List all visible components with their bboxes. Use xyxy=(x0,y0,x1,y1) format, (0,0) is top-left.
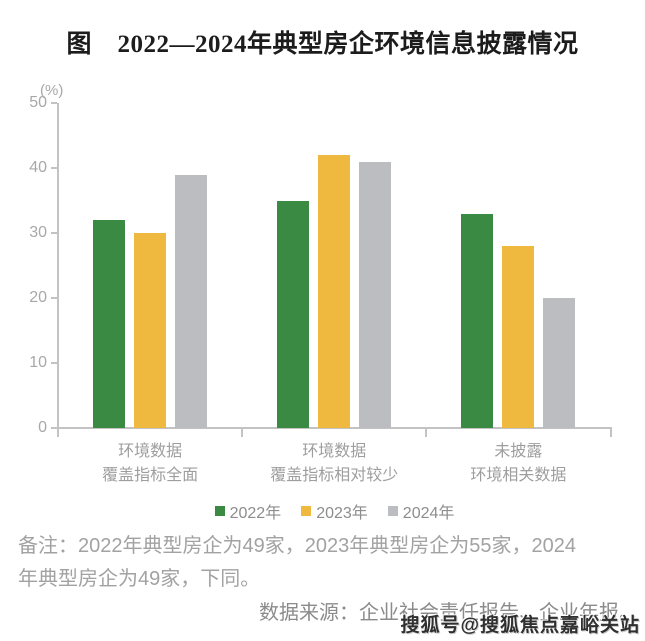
legend-label: 2022年 xyxy=(229,505,282,522)
legend-item-2022年: 2022年 xyxy=(214,499,282,523)
note-line-2: 年典型房企为49家，下同。 xyxy=(18,568,261,590)
category-label-group3: 未披露 环境相关数据 xyxy=(425,440,611,488)
legend-item-2024年: 2024年 xyxy=(387,499,455,523)
legend-swatch-icon xyxy=(301,506,312,516)
bar-2024年-group3 xyxy=(543,298,576,428)
y-axis-tick xyxy=(51,427,57,429)
category-label-group1: 环境数据覆盖指标全面 xyxy=(57,440,243,488)
y-tick-label: 50 xyxy=(29,94,47,111)
x-axis-tick xyxy=(241,429,244,437)
category-label-group2: 环境数据覆盖指标相对较少 xyxy=(241,440,427,488)
bar-2024年-group1 xyxy=(175,174,208,428)
y-tick-label: 0 xyxy=(38,419,47,436)
bar-2023年-group1 xyxy=(134,233,167,428)
bar-2022年-group3 xyxy=(461,213,494,428)
y-axis-unit-label: (%) xyxy=(40,82,64,99)
chart-title: 图 2022—2024年典型房企环境信息披露情况 xyxy=(66,31,579,58)
bar-2024年-group2 xyxy=(359,161,392,428)
y-axis-tick xyxy=(51,232,57,234)
chart-legend: 2022年 2023年 2024年 xyxy=(58,499,611,523)
x-axis-tick xyxy=(57,429,59,437)
category-label-line: 环境相关数据 xyxy=(470,467,567,484)
y-axis-tick xyxy=(51,102,57,104)
legend-item-2023年: 2023年 xyxy=(301,499,368,523)
chart-note: 备注：2022年典型房企为49家，2023年典型房企为55家，2024 年典型房… xyxy=(18,530,638,596)
note-line-1: 备注：2022年典型房企为49家，2023年典型房企为55家，2024 xyxy=(18,535,576,557)
category-label-line: 环境数据 xyxy=(302,443,367,460)
y-tick-label: 40 xyxy=(29,159,47,176)
bar-2022年-group1 xyxy=(93,220,126,428)
category-label-line: 覆盖指标全面 xyxy=(102,467,199,484)
legend-label: 2024年 xyxy=(402,505,455,522)
y-tick-label: 10 xyxy=(29,354,47,371)
legend-swatch-icon xyxy=(387,506,398,516)
data-source-label: 数据来源：企业社会责任报告、企业年报。 xyxy=(259,602,639,624)
x-axis-tick xyxy=(425,429,428,437)
y-tick-label: 20 xyxy=(29,289,47,306)
y-axis-tick xyxy=(51,297,57,299)
category-label-line: 未披露 xyxy=(494,443,543,460)
y-tick-label: 30 xyxy=(29,224,47,241)
y-axis-tick xyxy=(51,362,57,364)
y-axis-line xyxy=(57,103,59,429)
bar-2022年-group2 xyxy=(277,200,310,428)
bar-2023年-group3 xyxy=(502,246,535,428)
category-label-line: 覆盖指标相对较少 xyxy=(270,467,399,484)
category-label-line: 环境数据 xyxy=(118,443,183,460)
bar-2023年-group2 xyxy=(318,155,351,428)
legend-label: 2023年 xyxy=(316,505,368,522)
x-axis-line xyxy=(57,427,612,429)
x-axis-tick xyxy=(609,429,612,437)
legend-swatch-icon xyxy=(214,506,225,516)
y-axis-tick xyxy=(51,167,57,169)
watermark-text: 搜狐号@搜狐焦点嘉峪关站 xyxy=(400,615,640,636)
